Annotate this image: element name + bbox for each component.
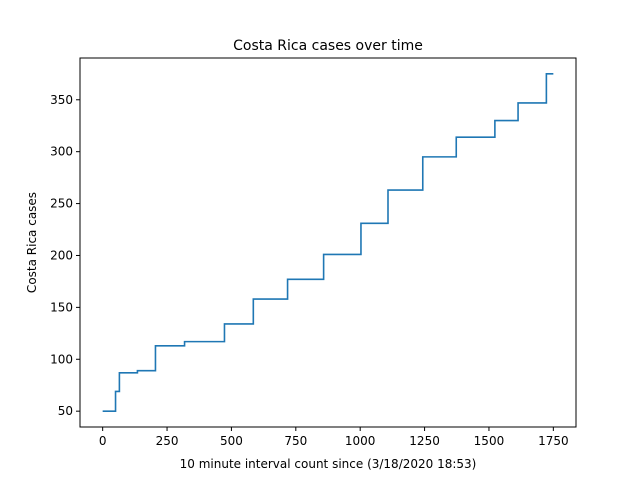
x-tick-label: 1750 — [538, 434, 569, 448]
x-tick-label: 1000 — [345, 434, 376, 448]
x-tick-label: 1250 — [409, 434, 440, 448]
y-tick-label: 100 — [50, 352, 73, 366]
y-axis-ticks: 50 100 150 200 250 300 350 — [50, 93, 80, 418]
x-tick-label: 750 — [284, 434, 307, 448]
plot-area — [102, 73, 554, 412]
x-axis-label: 10 minute interval count since (3/18/202… — [180, 457, 477, 471]
x-tick-label: 250 — [156, 434, 179, 448]
y-tick-label: 150 — [50, 300, 73, 314]
y-tick-label: 350 — [50, 93, 73, 107]
y-tick-label: 200 — [50, 248, 73, 262]
x-tick-label: 1500 — [474, 434, 505, 448]
y-tick-label: 250 — [50, 197, 73, 211]
x-tick-label: 500 — [220, 434, 243, 448]
y-tick-label: 300 — [50, 145, 73, 159]
x-axis-ticks: 0 250 500 750 1000 1250 1500 1750 — [99, 427, 569, 448]
plot-frame — [79, 57, 577, 428]
y-tick-label: 50 — [58, 404, 73, 418]
y-axis-label: Costa Rica cases — [25, 192, 39, 293]
x-tick-label: 0 — [99, 434, 107, 448]
chart-title: Costa Rica cases over time — [233, 38, 423, 54]
series-line-0 — [102, 73, 554, 412]
